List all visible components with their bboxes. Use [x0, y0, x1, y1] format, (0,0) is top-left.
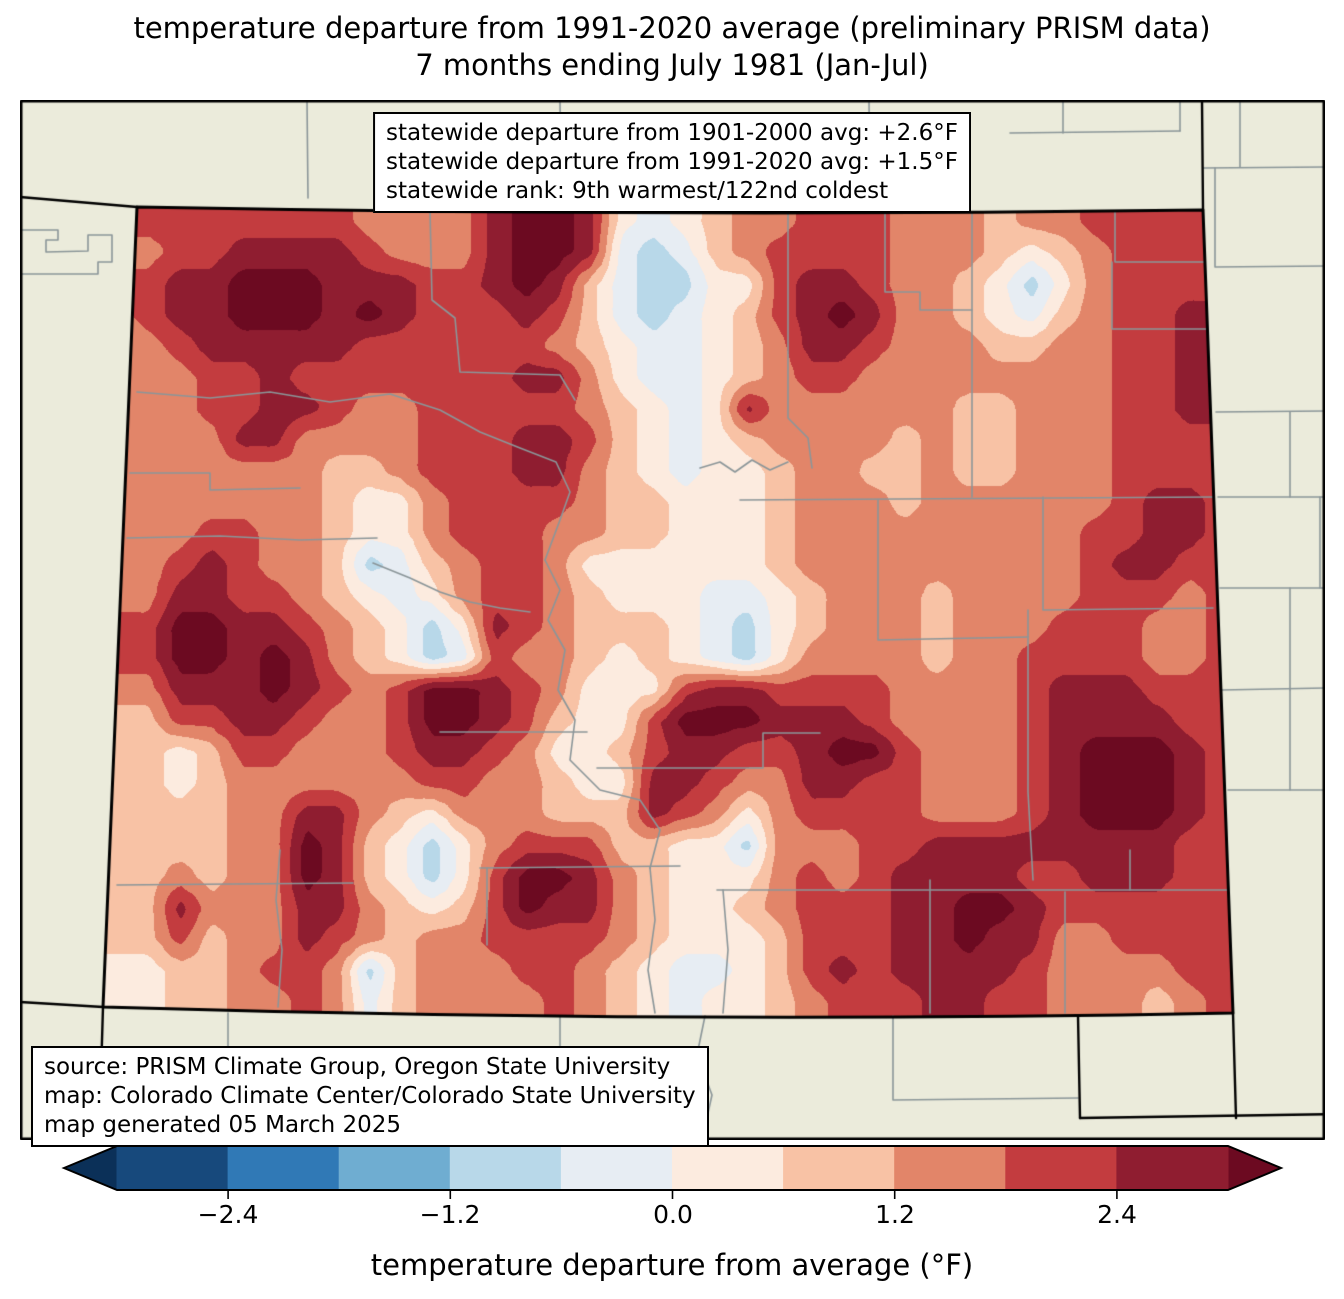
- colorbar-tick-neg1p2: −1.2: [419, 1200, 481, 1229]
- generated-date-line: map generated 05 March 2025: [44, 1112, 402, 1138]
- colorbar-over-arrow: [1228, 1146, 1281, 1190]
- colorbar-segment: [560, 1146, 673, 1190]
- colorbar-segment: [227, 1146, 340, 1190]
- colorbar-under-arrow: [64, 1146, 117, 1190]
- figure-title: temperature departure from 1991-2020 ave…: [0, 10, 1344, 84]
- colorbar-outline: [61, 1145, 1284, 1191]
- colorbar-segment: [1005, 1146, 1118, 1190]
- stat-rank: statewide rank: 9th warmest/122nd coldes…: [386, 178, 889, 204]
- colorbar-segment: [1116, 1146, 1229, 1190]
- title-line-1: temperature departure from 1991-2020 ave…: [133, 11, 1211, 45]
- source-credit-box: source: PRISM Climate Group, Oregon Stat…: [31, 1046, 709, 1147]
- statewide-stats-box: statewide departure from 1901-2000 avg: …: [373, 112, 971, 213]
- map-credit-line: map: Colorado Climate Center/Colorado St…: [44, 1083, 696, 1109]
- colorbar-segment: [338, 1146, 451, 1190]
- colorbar-axis-label: temperature departure from average (°F): [370, 1248, 974, 1282]
- colorbar-segment: [449, 1146, 562, 1190]
- colorbar-segment: [116, 1146, 229, 1190]
- title-line-2: 7 months ending July 1981 (Jan-Jul): [415, 48, 929, 82]
- colorbar-tick-0p0: 0.0: [653, 1200, 693, 1229]
- colorbar-segment: [672, 1146, 785, 1190]
- colorado-temperature-anomaly-map: [20, 100, 1325, 1140]
- colorbar-segment: [894, 1146, 1007, 1190]
- colorbar-tick-neg2p4: −2.4: [197, 1200, 259, 1229]
- colorbar: [61, 1145, 1284, 1199]
- colorbar-segment: [783, 1146, 896, 1190]
- colorbar-tick-1p2: 1.2: [875, 1200, 915, 1229]
- stat-departure-1901-2000: statewide departure from 1901-2000 avg: …: [386, 120, 958, 146]
- source-line: source: PRISM Climate Group, Oregon Stat…: [44, 1054, 671, 1080]
- colorbar-tick-2p4: 2.4: [1097, 1200, 1137, 1229]
- stat-departure-1991-2020: statewide departure from 1991-2020 avg: …: [386, 149, 958, 175]
